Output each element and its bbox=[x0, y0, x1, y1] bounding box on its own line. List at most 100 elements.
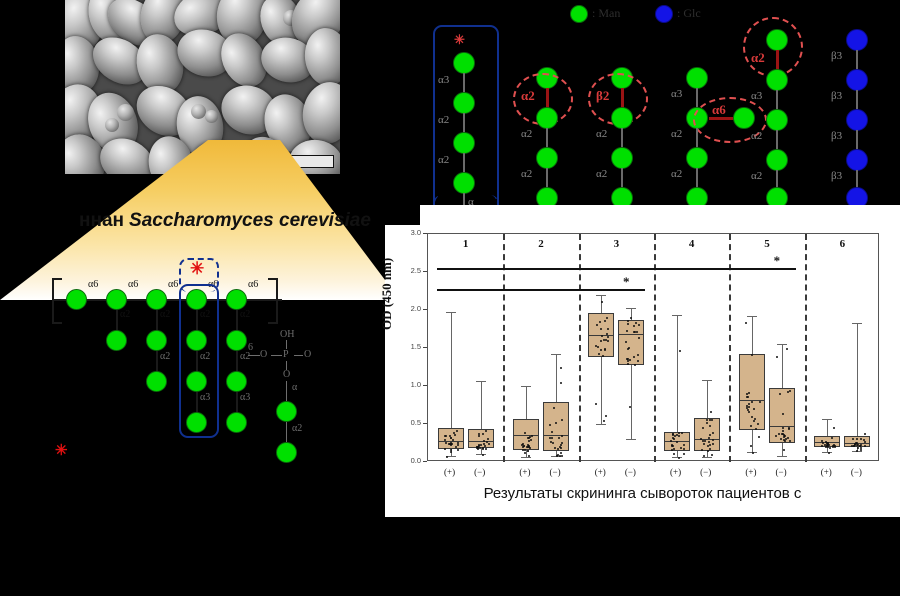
glycosidic-bond bbox=[463, 113, 465, 133]
data-point bbox=[675, 433, 678, 436]
bond-label: α3 bbox=[438, 74, 450, 86]
data-point bbox=[558, 437, 561, 440]
data-point bbox=[673, 434, 676, 437]
y-tick-label: 0.5 bbox=[410, 418, 421, 427]
data-point bbox=[598, 352, 601, 355]
data-point bbox=[859, 437, 862, 440]
x-tick-label: (−) bbox=[775, 467, 787, 477]
data-point bbox=[788, 440, 791, 443]
bond-label: α3 bbox=[671, 88, 683, 100]
phosphate-bond bbox=[286, 381, 287, 401]
group-separator bbox=[729, 234, 732, 462]
glycosidic-bond bbox=[856, 50, 858, 70]
x-tick-label: (−) bbox=[850, 467, 862, 477]
mannose-node bbox=[146, 289, 167, 310]
data-point bbox=[826, 444, 829, 447]
boxplot-box[interactable] bbox=[663, 431, 690, 451]
data-point bbox=[521, 443, 524, 446]
whisker-cap bbox=[746, 452, 757, 454]
data-point bbox=[820, 439, 823, 442]
phosphate-label-o-down: O bbox=[283, 369, 291, 380]
boxplot-box[interactable] bbox=[512, 418, 539, 450]
data-point bbox=[486, 437, 489, 440]
data-point bbox=[529, 438, 532, 441]
bond-label-a2: α2 bbox=[120, 309, 131, 320]
data-point bbox=[481, 448, 484, 450]
glycan-column-2[interactable]: α2 α2 α2 α 2 bbox=[513, 25, 583, 251]
phosphate-label-o-right: O bbox=[304, 349, 312, 360]
data-point bbox=[478, 445, 481, 448]
glycan-column-3[interactable]: β2 α2 α2 α 3 bbox=[588, 25, 658, 251]
data-point bbox=[832, 446, 835, 449]
glycan-column-6[interactable]: β3 β3 β3 β3 β 6 bbox=[823, 25, 893, 251]
boxplot-box[interactable] bbox=[844, 436, 871, 447]
data-point bbox=[636, 360, 639, 363]
phosphate-label-p: P bbox=[283, 349, 289, 360]
mannose-node bbox=[686, 147, 708, 169]
data-point bbox=[555, 422, 558, 425]
data-point bbox=[859, 448, 862, 451]
data-point bbox=[448, 435, 451, 438]
data-point bbox=[523, 444, 526, 447]
data-point bbox=[627, 362, 630, 365]
glycan-column-4[interactable]: α3 α6 α2 α2 α 4 bbox=[663, 25, 767, 251]
data-point bbox=[707, 444, 710, 447]
data-point bbox=[677, 435, 680, 438]
y-tick-mark bbox=[423, 233, 427, 234]
legend-man-label: : Man bbox=[592, 6, 621, 20]
glycosidic-bond bbox=[696, 88, 698, 108]
boxplot-median bbox=[543, 434, 570, 436]
red-highlight-circle bbox=[743, 17, 803, 77]
data-point bbox=[750, 416, 753, 419]
whisker-cap bbox=[596, 424, 607, 425]
data-point bbox=[826, 442, 829, 445]
boxplot-box[interactable] bbox=[618, 319, 645, 365]
mannose-node bbox=[536, 147, 558, 169]
data-point bbox=[828, 444, 831, 447]
data-point bbox=[829, 446, 832, 449]
data-point bbox=[671, 449, 674, 452]
phosphate-bond bbox=[286, 340, 287, 349]
data-point bbox=[669, 440, 672, 443]
data-point bbox=[601, 300, 604, 303]
group-separator bbox=[654, 234, 656, 462]
data-point bbox=[708, 440, 711, 443]
data-point bbox=[747, 392, 750, 395]
data-point bbox=[555, 454, 558, 457]
data-point bbox=[701, 449, 704, 452]
data-point bbox=[452, 431, 455, 434]
data-point bbox=[626, 329, 629, 332]
glycan-column-5[interactable]: α2 α3 α2 α2 α 5 bbox=[743, 17, 813, 251]
x-tick-label: (−) bbox=[474, 467, 486, 477]
boxplot-median bbox=[693, 439, 720, 441]
y-tick-label: 2.5 bbox=[410, 266, 421, 275]
data-point bbox=[448, 442, 451, 445]
data-point bbox=[595, 344, 598, 347]
boxplot-box[interactable] bbox=[738, 354, 765, 431]
data-point bbox=[632, 325, 635, 328]
boxplot-box[interactable] bbox=[543, 401, 570, 452]
bond-label: β3 bbox=[831, 130, 843, 142]
asterisk-marker: ✳ bbox=[454, 32, 465, 47]
data-point bbox=[778, 432, 781, 435]
glycan-column-1[interactable]: ✳ α3 α2 α2 α 1 bbox=[430, 25, 500, 251]
data-point bbox=[753, 419, 756, 422]
data-point bbox=[450, 436, 453, 439]
y-tick-mark bbox=[423, 423, 427, 424]
asterisk-marker: ✳ bbox=[190, 259, 205, 278]
data-point bbox=[635, 331, 638, 334]
data-point bbox=[747, 410, 750, 413]
bond-label: α2 bbox=[596, 168, 608, 180]
data-point bbox=[680, 432, 683, 435]
data-point bbox=[671, 444, 674, 447]
data-point bbox=[599, 328, 602, 331]
data-point bbox=[788, 389, 791, 392]
data-point bbox=[527, 439, 530, 442]
data-point bbox=[481, 432, 484, 435]
data-point bbox=[745, 322, 748, 325]
data-point bbox=[786, 390, 789, 393]
data-point bbox=[603, 349, 606, 352]
data-point bbox=[748, 406, 751, 409]
data-point bbox=[628, 406, 631, 409]
mannose-node bbox=[186, 330, 207, 351]
